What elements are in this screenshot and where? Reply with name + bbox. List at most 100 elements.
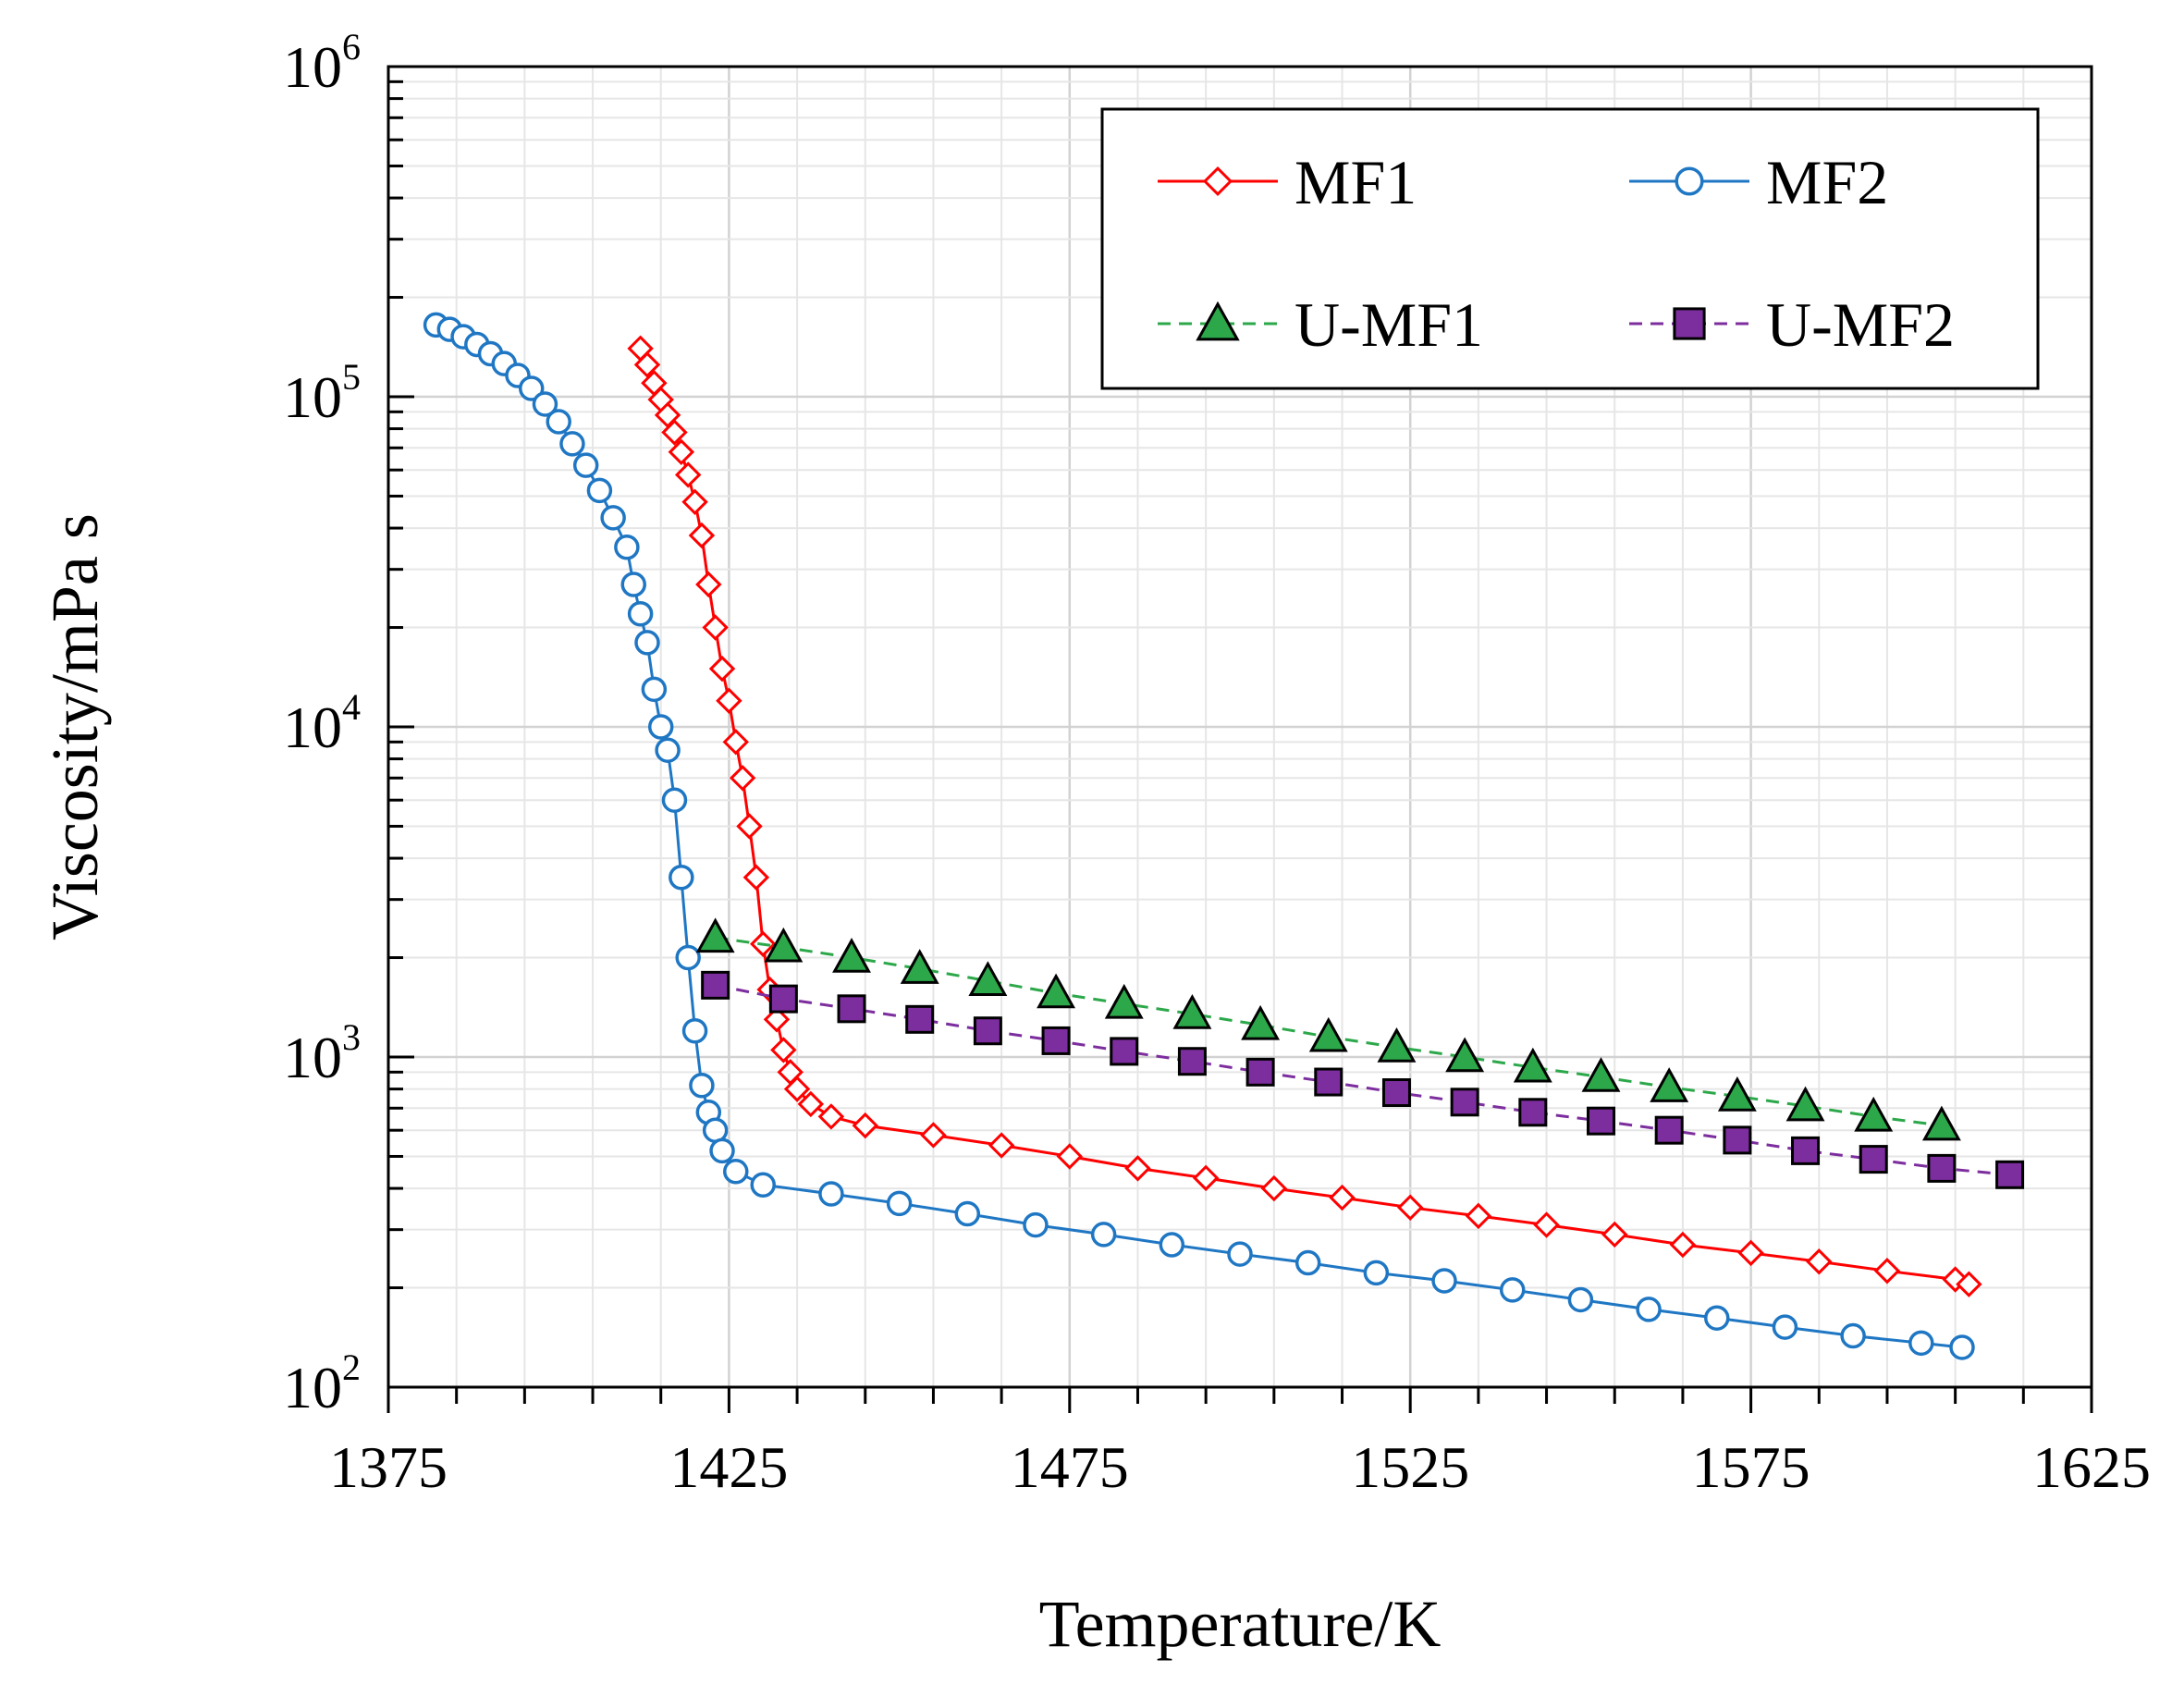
data-point-mf1 xyxy=(852,1112,878,1139)
data-point-mf2 xyxy=(1949,1334,1975,1360)
data-point-u-mf2 xyxy=(1381,1078,1411,1108)
data-point-mf2 xyxy=(1363,1260,1390,1286)
data-point-u-mf1 xyxy=(1172,993,1212,1029)
y-tick-label: 105 xyxy=(283,356,361,430)
data-point-mf2 xyxy=(1499,1277,1526,1303)
data-point-mf2 xyxy=(620,572,646,597)
data-point-u-mf1 xyxy=(968,961,1008,996)
x-tick-label: 1475 xyxy=(1011,1434,1129,1500)
data-point-mf1 xyxy=(1669,1231,1697,1259)
data-point-mf1 xyxy=(1329,1184,1356,1211)
y-tick-base: 10 xyxy=(283,364,342,430)
legend-marker xyxy=(1675,166,1704,196)
data-point-mf2 xyxy=(723,1159,749,1185)
data-point-u-mf1 xyxy=(1785,1086,1825,1122)
x-tick-label: 1525 xyxy=(1351,1434,1469,1500)
data-point-mf2 xyxy=(1908,1330,1934,1357)
data-point-u-mf2 xyxy=(1927,1153,1957,1183)
data-point-mf2 xyxy=(709,1137,735,1164)
data-point-mf2 xyxy=(750,1172,776,1198)
data-point-mf2 xyxy=(818,1181,844,1207)
legend-item-u-mf1: U-MF1 xyxy=(1158,289,1483,360)
data-point-u-mf1 xyxy=(1445,1037,1485,1073)
data-point-mf2 xyxy=(702,1117,729,1143)
data-point-u-mf1 xyxy=(1241,1004,1281,1040)
series-mf2 xyxy=(423,312,1975,1360)
data-series xyxy=(423,312,2025,1360)
y-tick-base: 10 xyxy=(283,34,342,100)
y-axis-title: Viscosity/mPa s xyxy=(38,513,112,940)
data-point-u-mf1 xyxy=(1717,1076,1757,1112)
data-point-mf2 xyxy=(634,630,660,656)
data-point-u-mf1 xyxy=(695,917,735,953)
data-point-u-mf2 xyxy=(1177,1047,1207,1076)
data-point-mf2 xyxy=(669,865,694,891)
data-point-mf1 xyxy=(1124,1155,1151,1182)
data-point-mf2 xyxy=(661,787,688,813)
data-point-u-mf1 xyxy=(900,949,939,984)
data-point-mf2 xyxy=(572,452,599,478)
data-point-mf2 xyxy=(546,409,571,435)
legend: MF1 MF2 U-MF1 U-MF2 xyxy=(1100,107,2040,390)
legend-item-mf1: MF1 xyxy=(1158,147,1417,217)
data-point-mf1 xyxy=(668,438,695,466)
data-point-mf1 xyxy=(783,1076,811,1102)
data-point-u-mf1 xyxy=(1104,983,1144,1019)
data-point-mf1 xyxy=(674,461,702,488)
y-tick-label: 104 xyxy=(283,686,361,760)
series-u-mf1 xyxy=(695,917,1961,1141)
data-point-mf1 xyxy=(1056,1143,1084,1170)
data-point-mf1 xyxy=(1806,1248,1833,1275)
data-point-mf2 xyxy=(532,391,558,417)
data-point-mf2 xyxy=(614,535,640,560)
data-point-mf2 xyxy=(627,601,654,627)
y-tick-base: 10 xyxy=(283,1025,342,1090)
data-point-mf1 xyxy=(742,864,770,891)
data-point-u-mf1 xyxy=(1377,1027,1417,1063)
data-point-mf1 xyxy=(695,571,722,598)
data-point-mf1 xyxy=(1533,1211,1560,1238)
data-point-u-mf2 xyxy=(905,1004,935,1034)
data-point-mf1 xyxy=(817,1103,845,1130)
data-point-u-mf1 xyxy=(764,927,804,963)
data-point-mf2 xyxy=(655,737,681,763)
data-point-mf2 xyxy=(641,676,668,703)
data-point-mf1 xyxy=(763,1006,791,1033)
data-point-mf1 xyxy=(1465,1202,1492,1230)
legend-label: MF2 xyxy=(1766,147,1888,217)
data-point-mf2 xyxy=(1431,1268,1457,1294)
data-point-mf2 xyxy=(1772,1314,1798,1340)
data-point-u-mf2 xyxy=(701,970,730,1000)
data-point-u-mf1 xyxy=(832,938,871,973)
y-tick-exponent: 5 xyxy=(342,356,361,398)
x-tick-label: 1625 xyxy=(2032,1434,2151,1500)
legend-item-mf2: MF2 xyxy=(1629,147,1888,217)
data-point-mf2 xyxy=(681,1017,708,1044)
data-point-u-mf1 xyxy=(1650,1067,1689,1102)
data-point-u-mf2 xyxy=(1654,1115,1684,1145)
data-point-mf2 xyxy=(1090,1222,1117,1248)
y-tick-label: 103 xyxy=(283,1016,361,1090)
data-point-mf2 xyxy=(559,431,585,457)
data-point-u-mf2 xyxy=(973,1016,1002,1046)
data-point-mf1 xyxy=(920,1122,947,1149)
data-point-mf1 xyxy=(1601,1221,1628,1248)
data-point-u-mf2 xyxy=(1518,1098,1548,1127)
data-point-mf1 xyxy=(988,1132,1015,1159)
data-point-mf2 xyxy=(518,375,545,401)
data-point-u-mf1 xyxy=(1854,1096,1894,1132)
data-point-u-mf1 xyxy=(1581,1057,1621,1092)
y-tick-exponent: 4 xyxy=(342,686,361,728)
data-point-mf1 xyxy=(708,655,736,682)
data-point-mf1 xyxy=(729,765,756,792)
data-point-mf1 xyxy=(716,687,742,714)
data-point-u-mf2 xyxy=(1314,1067,1344,1097)
data-point-mf1 xyxy=(1192,1164,1220,1192)
legend-label: MF1 xyxy=(1294,147,1417,217)
series-u-mf2 xyxy=(701,970,2025,1189)
data-point-u-mf1 xyxy=(1513,1047,1552,1083)
legend-box xyxy=(1100,107,2040,390)
data-point-mf1 xyxy=(1260,1174,1288,1202)
